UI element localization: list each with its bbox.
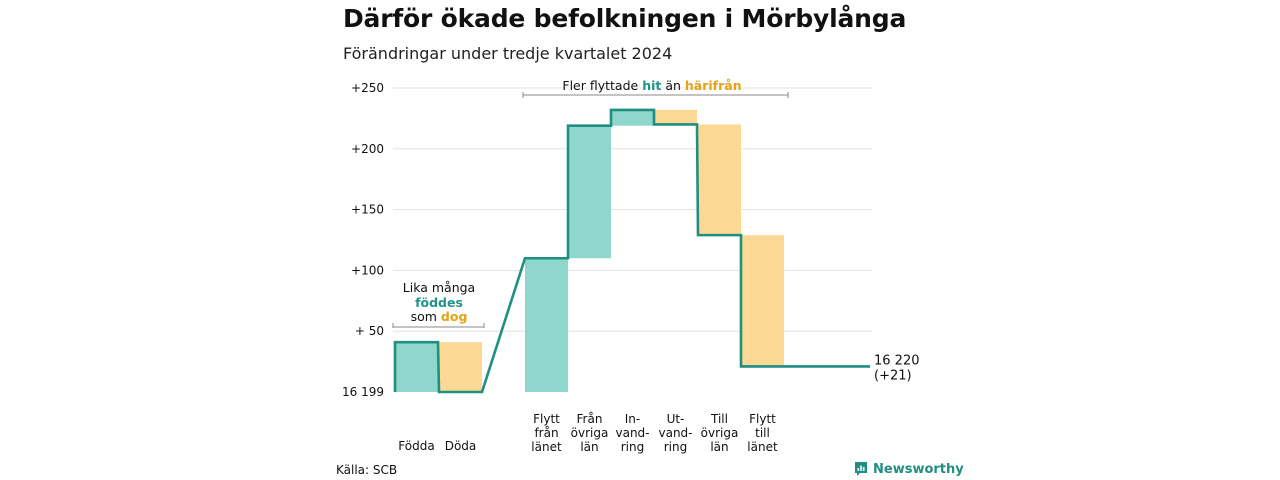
source-note: Källa: SCB [336, 463, 398, 477]
category-label: Från [577, 412, 603, 426]
category-label: länet [531, 440, 562, 454]
waterfall-bar [654, 109, 697, 125]
category-label: Döda [445, 439, 477, 453]
brand-name: Newsworthy [873, 461, 964, 477]
waterfall-bar [439, 342, 482, 392]
category-label: In- [625, 412, 640, 426]
y-tick-label: +250 [351, 81, 384, 95]
category-label: Flytt [533, 412, 560, 426]
annotation-text-part: föddes [415, 295, 463, 310]
y-tick-label: +200 [351, 142, 384, 156]
category-label: vand- [658, 426, 692, 440]
category-label: från [534, 426, 558, 440]
category-label: Flytt [749, 412, 776, 426]
chart-subtitle: Förändringar under tredje kvartalet 2024 [343, 44, 673, 63]
annotation-text-part: härifrån [685, 78, 742, 93]
brand-logo: Newsworthy [854, 461, 964, 477]
end-value-label: 16 220 [874, 353, 920, 368]
category-label: ring [664, 440, 688, 454]
running-total-line [393, 108, 870, 394]
waterfall-bar [568, 125, 611, 259]
y-tick-label: 16 199 [342, 385, 384, 399]
y-tick-label: +100 [351, 263, 384, 277]
annotation-migration: Fler flyttade hit än härifrån [562, 78, 741, 93]
category-label: övriga [571, 426, 609, 440]
annotation-text-part: än [661, 78, 685, 93]
annotation-births-deaths-line: föddes [415, 295, 463, 310]
waterfall-bar [395, 342, 438, 392]
waterfall-bar [611, 109, 654, 126]
category-label: till [755, 426, 770, 440]
y-tick-label: +150 [351, 203, 384, 217]
category-label: Ut- [667, 412, 685, 426]
category-label: län [710, 440, 728, 454]
y-tick-label: + 50 [355, 324, 384, 338]
newsworthy-logo-icon [855, 462, 867, 476]
category-label: ring [621, 440, 645, 454]
category-label: vand- [615, 426, 649, 440]
annotation-text-part: Fler flyttade [562, 78, 642, 93]
annotation-births-deaths-line: som dog [411, 309, 468, 324]
annotation-text-part: dog [441, 309, 467, 324]
annotation-text-part: som [411, 309, 441, 324]
category-label: län [580, 440, 598, 454]
annotation-text-part: hit [642, 78, 661, 93]
category-label: Till [710, 412, 728, 426]
chart-title: Därför ökade befolkningen i Mörbylånga [343, 4, 907, 33]
waterfall-bar [525, 258, 568, 392]
category-label: Födda [398, 439, 434, 453]
annotation-bracket [522, 92, 789, 98]
annotation-text-part: Lika många [403, 280, 475, 295]
waterfall-bar [698, 124, 741, 236]
annotation-bracket [392, 323, 485, 328]
waterfall-bar [741, 235, 784, 367]
end-change-label: (+21) [874, 368, 912, 383]
category-label: övriga [701, 426, 739, 440]
category-label: länet [747, 440, 778, 454]
annotation-births-deaths-line: Lika många [403, 280, 475, 295]
